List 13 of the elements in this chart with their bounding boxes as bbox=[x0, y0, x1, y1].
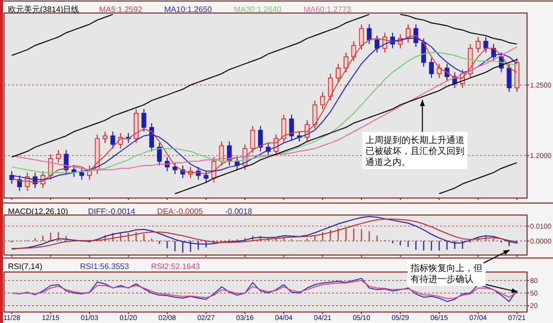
chart-title: MACD(12,26,10) bbox=[8, 207, 68, 216]
annotation: 上周提到的长期上升通道已被破坏，且汇价又回到通道之内。 bbox=[365, 134, 464, 167]
text: DEA:-0.0005 bbox=[157, 207, 204, 216]
chart-title: RSI(7,14) bbox=[8, 262, 43, 271]
text: MA5:1.2592 bbox=[99, 5, 143, 14]
annotation: 指标恢复向上，但有待进一步确认 bbox=[410, 263, 483, 284]
text: MA30:1.2640 bbox=[234, 5, 282, 14]
text: RSI2:52.1643 bbox=[150, 262, 200, 271]
text: MA60:1.2773 bbox=[303, 5, 352, 14]
text: MA10:1.2650 bbox=[164, 5, 212, 14]
series-label: DIFF:-0.0014 bbox=[88, 207, 136, 216]
series-label: RSI1:56.3553 bbox=[80, 262, 130, 271]
text: -0.0018 bbox=[224, 207, 253, 216]
